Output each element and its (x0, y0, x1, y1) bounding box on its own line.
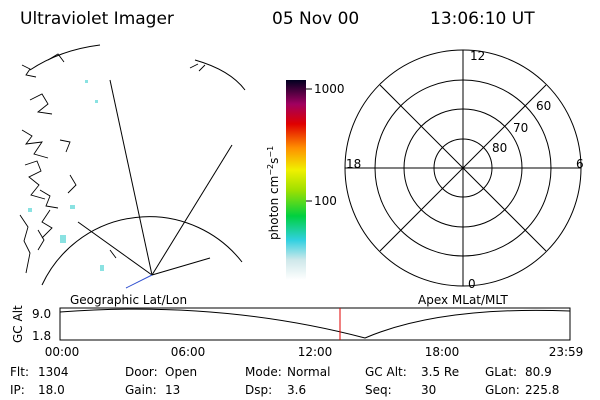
info-label: GLat: (485, 365, 517, 379)
info-label: GC Alt: (365, 365, 407, 379)
info-label: GLon: (485, 383, 520, 397)
info-label: Mode: (245, 365, 282, 379)
mlt-label: 18 (346, 157, 361, 171)
colorbar-tick: 100 (314, 194, 337, 208)
orbit-x-label: 00:00 (45, 345, 80, 359)
info-label: Seq: (365, 383, 392, 397)
orbit-title: Geographic Lat/Lon (70, 293, 187, 307)
info-value: 225.8 (525, 383, 559, 397)
orbit-y-label: 9.0 (32, 307, 51, 321)
time: 13:06:10 UT (430, 9, 535, 29)
orbit-plot: Geographic Lat/Lon Apex MLat/MLT GC Alt … (11, 293, 583, 359)
info-value: 3.5 Re (421, 365, 459, 379)
info-value: Open (165, 365, 197, 379)
mlt-label: 0 (468, 277, 476, 291)
lat-label: 70 (513, 121, 528, 135)
instrument: Ultraviolet Imager (20, 9, 174, 29)
info-value: 1304 (38, 365, 69, 379)
colorbar: 1000 100 photon cm−2s−1 (266, 80, 345, 280)
info-label: Dsp: (245, 383, 272, 397)
info-value: 30 (421, 383, 436, 397)
info-value: 3.6 (287, 383, 306, 397)
orbit-x-label: 06:00 (171, 345, 206, 359)
info-label: IP: (10, 383, 25, 397)
info-value: 13 (165, 383, 180, 397)
orbit-title: Apex MLat/MLT (418, 293, 508, 307)
info-panel: Flt: 1304 Door: Open Mode: Normal GC Alt: 3.5 R… (10, 365, 559, 397)
info-value: Normal (287, 365, 330, 379)
mlt-label: 12 (470, 49, 485, 63)
info-value: 80.9 (525, 365, 552, 379)
orbit-x-label: 23:59 (549, 345, 584, 359)
info-label: Gain: (125, 383, 157, 397)
info-label: Door: (125, 365, 158, 379)
orbit-x-label: 18:00 (425, 345, 460, 359)
info-label: Flt: (10, 365, 29, 379)
polar-grid: 12 6 0 18 60 70 80 (344, 49, 584, 291)
lat-label: 80 (492, 141, 507, 155)
mlt-label: 6 (576, 157, 584, 171)
map (19, 44, 246, 289)
orbit-x-label: 12:00 (298, 345, 333, 359)
orbit-y-label: 1.8 (32, 329, 51, 343)
info-value: 18.0 (38, 383, 65, 397)
date: 05 Nov 00 (272, 9, 359, 29)
colorbar-unit: photon cm−2s−1 (266, 146, 281, 240)
orbit-y-title: GC Alt (11, 305, 25, 343)
colorbar-tick: 1000 (314, 82, 345, 96)
lat-label: 60 (536, 99, 551, 113)
